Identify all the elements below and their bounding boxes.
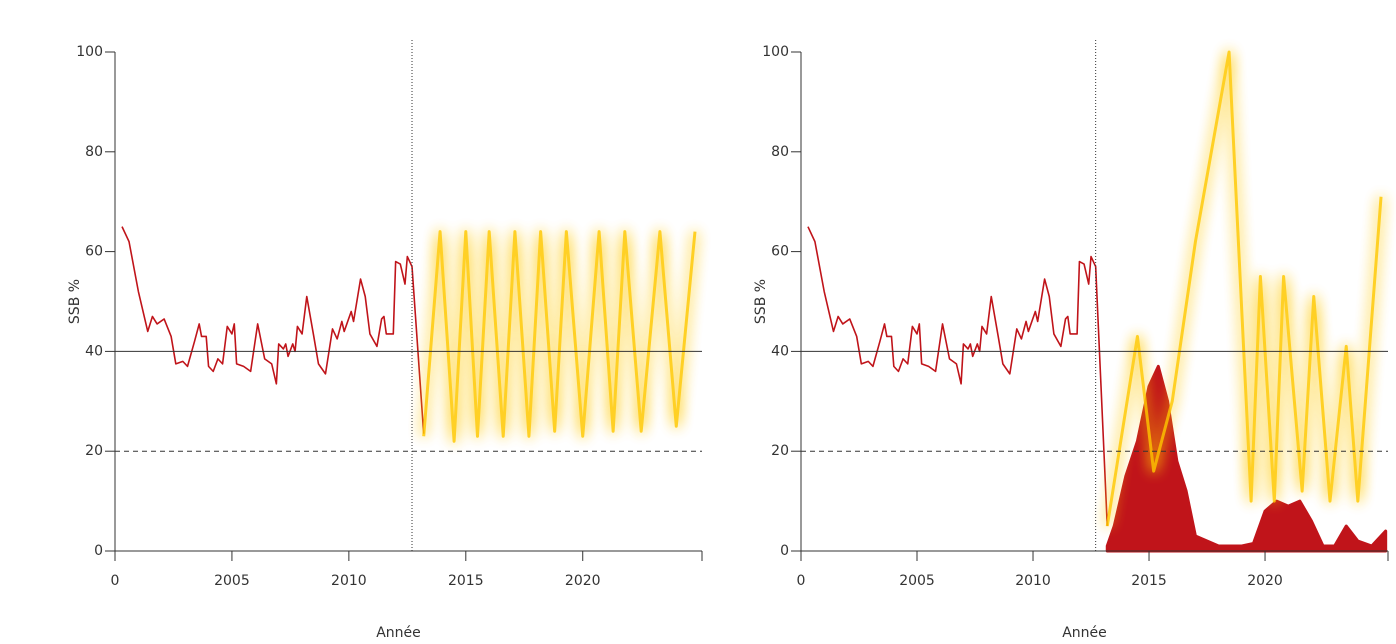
x-tick-label: 2015 (448, 573, 484, 589)
y-axis-label: SSB % (67, 279, 83, 324)
x-tick-label: 0 (797, 573, 806, 589)
y-tick-label: 0 (94, 543, 103, 559)
x-tick-label: 2010 (331, 573, 367, 589)
chart: 0 20 40 60 80 100 0 2005 2010 2015 2020 SSB % Année (67, 40, 703, 641)
y-tick-label: 60 (85, 244, 103, 260)
x-axis-label: Année (376, 625, 421, 641)
x-tick-label: 2010 (1015, 573, 1051, 589)
y-tick-label: 80 (771, 144, 789, 160)
y-tick-label: 0 (780, 543, 789, 559)
chart: 0 20 40 60 80 100 0 2005 2010 2015 2020 SSB % Année (753, 40, 1389, 641)
x-tick-label: 2020 (565, 573, 601, 589)
y-tick-label: 20 (85, 443, 103, 459)
area (1105, 364, 1388, 553)
line (1105, 50, 1383, 527)
x-axis-label: Année (1062, 625, 1107, 641)
line (121, 226, 425, 434)
y-tick-label: 40 (85, 343, 103, 359)
x-tick-label: 2015 (1131, 573, 1167, 589)
y-axis-label: SSB % (753, 279, 769, 324)
y-tick-label: 20 (771, 443, 789, 459)
line (422, 230, 697, 443)
x-tick-label: 0 (111, 573, 120, 589)
x-tick-label: 2005 (214, 573, 250, 589)
y-tick-label: 100 (76, 44, 103, 60)
y-tick-label: 100 (762, 44, 789, 60)
y-tick-label: 80 (85, 144, 103, 160)
y-tick-label: 60 (771, 244, 789, 260)
line (807, 226, 1109, 527)
x-tick-label: 2005 (899, 573, 935, 589)
x-tick-label: 2020 (1247, 573, 1283, 589)
y-tick-label: 40 (771, 343, 789, 359)
